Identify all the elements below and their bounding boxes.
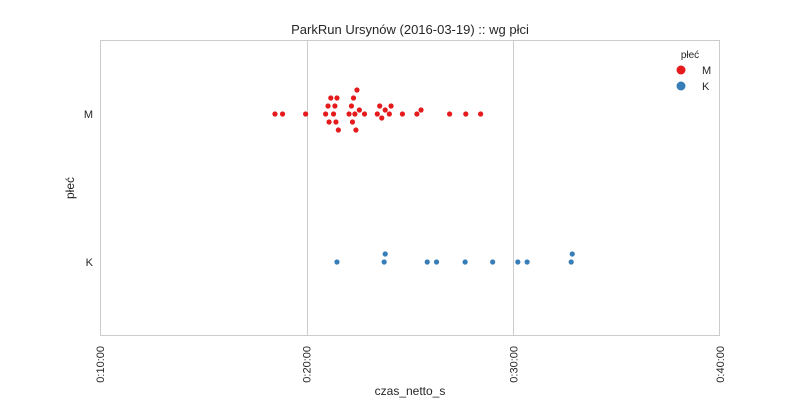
data-points (272, 87, 575, 265)
data-point-k (524, 259, 530, 265)
data-point-m (374, 111, 380, 117)
y-tick-label: K (86, 257, 94, 269)
data-point-m (330, 111, 337, 117)
data-point-m (279, 111, 286, 117)
legend-marker-k (676, 81, 686, 91)
data-point-m (353, 127, 359, 133)
data-point-m (272, 111, 278, 117)
data-point-m (352, 111, 358, 117)
y-axis-label: płeć (63, 177, 77, 199)
plot-area (100, 40, 720, 336)
data-point-m (478, 111, 484, 117)
data-point-k (433, 259, 440, 265)
data-point-m (349, 119, 356, 125)
data-point-m (303, 111, 309, 117)
data-point-m (414, 111, 420, 117)
legend-marker-m (676, 65, 686, 75)
x-tick-label: 0:30:00 (508, 346, 520, 383)
data-point-k (515, 259, 521, 265)
x-axis-label: czas_netto_s (375, 384, 446, 398)
x-tick-label: 0:10:00 (95, 346, 107, 383)
data-point-m (386, 111, 392, 117)
x-tick-label: 0:20:00 (302, 346, 314, 383)
data-point-m (333, 119, 339, 125)
data-point-m (356, 107, 362, 113)
data-point-k (462, 259, 468, 265)
data-point-m (379, 115, 385, 121)
data-point-m (328, 95, 334, 101)
data-point-m (361, 111, 368, 117)
data-point-m (463, 111, 469, 117)
data-point-m (377, 103, 383, 109)
legend-title: płeć (681, 50, 699, 61)
data-point-k (381, 259, 387, 265)
data-point-m (332, 103, 338, 109)
data-point-k (568, 259, 574, 265)
y-tick-labels: MK (84, 109, 94, 269)
data-point-k (424, 259, 430, 265)
data-point-m (326, 119, 332, 125)
data-point-m (334, 95, 340, 101)
plot-frame (100, 40, 720, 336)
data-point-k (490, 259, 496, 265)
data-point-m (388, 103, 394, 109)
data-point-k (382, 251, 388, 257)
chart-title: ParkRun Ursynów (2016-03-19) :: wg płci (291, 22, 529, 37)
data-point-m (382, 107, 388, 113)
x-tick-labels: 0:10:00 0:20:00 0:30:00 0:40:00 (95, 346, 727, 383)
data-point-m (335, 127, 341, 133)
data-point-m (350, 95, 357, 101)
legend: płeć MK (676, 50, 711, 93)
data-point-m (447, 111, 453, 117)
data-point-m (354, 87, 360, 93)
data-point-m (323, 111, 329, 117)
y-tick-label: M (84, 109, 93, 121)
legend-label: K (702, 81, 710, 93)
legend-label: M (702, 65, 711, 77)
data-point-m (418, 107, 424, 113)
data-point-m (399, 111, 406, 117)
x-tick-label: 0:40:00 (715, 346, 727, 383)
data-point-m (346, 111, 352, 117)
data-point-m (348, 103, 355, 109)
gridlines (307, 40, 514, 336)
data-point-k (334, 259, 340, 265)
data-point-k (569, 251, 575, 257)
data-point-m (325, 103, 331, 109)
